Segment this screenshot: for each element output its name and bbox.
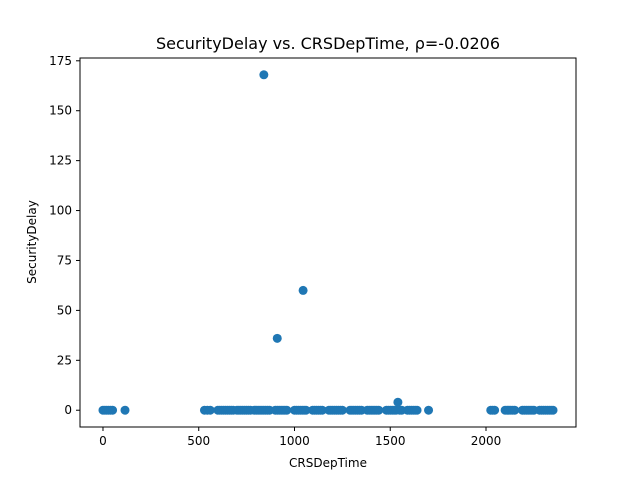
data-point	[548, 405, 558, 415]
data-point	[108, 405, 118, 415]
y-tick-label: 125	[49, 154, 72, 168]
x-axis-ticks: 0 500 1000 1500 2000	[99, 427, 501, 448]
chart-title: SecurityDelay vs. CRSDepTime, ρ=-0.0206	[156, 34, 500, 53]
y-tick-label: 25	[57, 353, 72, 367]
data-point	[120, 405, 130, 415]
data-point	[259, 70, 269, 80]
x-tick-label: 0	[99, 434, 107, 448]
y-tick-label: 175	[49, 54, 72, 68]
x-tick-label: 2000	[471, 434, 502, 448]
data-point	[374, 405, 384, 415]
y-tick-label: 0	[64, 403, 72, 417]
y-tick-label: 75	[57, 253, 72, 267]
y-axis-ticks: 0 25 50 75 100 125 150 175	[49, 54, 80, 417]
data-point	[272, 333, 282, 343]
x-tick-label: 1000	[279, 434, 310, 448]
x-tick-label: 1500	[375, 434, 406, 448]
data-point	[298, 285, 308, 295]
y-tick-label: 50	[57, 303, 72, 317]
data-point	[424, 405, 434, 415]
data-point	[337, 405, 347, 415]
x-axis-label: CRSDepTime	[289, 456, 367, 470]
data-point	[205, 405, 215, 415]
data-point	[490, 405, 500, 415]
plot-frame	[79, 57, 577, 428]
y-tick-label: 150	[49, 104, 72, 118]
y-axis-label: SecurityDelay	[25, 200, 39, 284]
data-point	[282, 405, 292, 415]
data-point	[301, 405, 311, 415]
data-point	[412, 405, 422, 415]
x-tick-label: 500	[187, 434, 210, 448]
data-points	[98, 70, 558, 415]
y-tick-label: 100	[49, 204, 72, 218]
data-point	[393, 397, 403, 407]
data-point	[317, 405, 327, 415]
data-point	[510, 405, 520, 415]
